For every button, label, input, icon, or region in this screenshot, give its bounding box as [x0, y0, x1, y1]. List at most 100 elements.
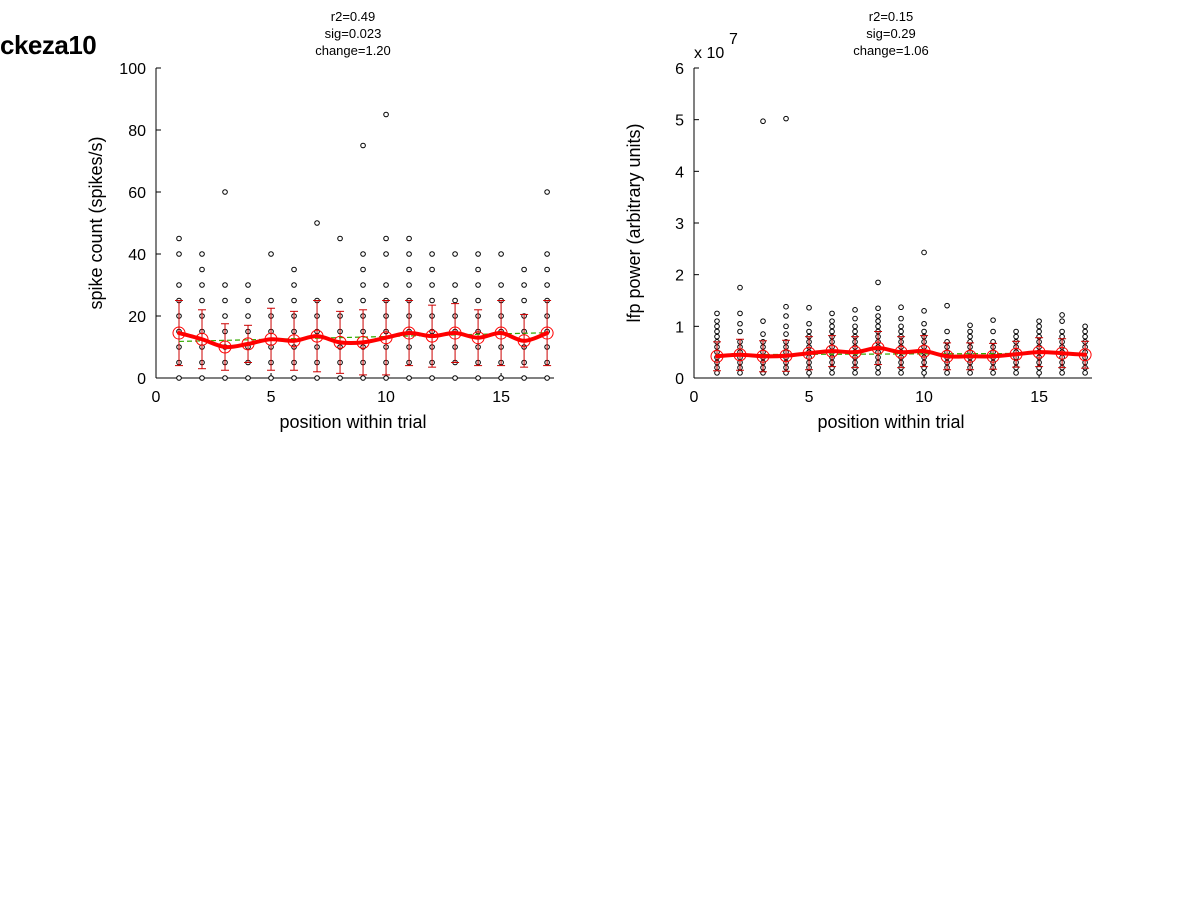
y-tick-label: 4 — [675, 164, 684, 181]
y-axis-label: spike count (spikes/s) — [86, 136, 106, 309]
data-point — [1036, 370, 1042, 376]
data-point — [852, 370, 858, 376]
data-point — [1059, 318, 1065, 324]
y-tick-label: 80 — [128, 123, 146, 140]
mean-marker — [1009, 347, 1023, 361]
data-point — [875, 279, 881, 286]
data-point — [475, 375, 481, 381]
data-point — [337, 235, 343, 242]
x-tick-label: 15 — [1030, 389, 1048, 406]
data-point — [176, 235, 182, 242]
data-point — [852, 328, 858, 335]
x-tick-label: 0 — [690, 389, 699, 406]
data-point — [921, 308, 927, 314]
mean-marker — [218, 340, 232, 354]
data-point — [544, 375, 550, 381]
mean-marker — [710, 349, 724, 363]
mean-marker — [402, 326, 416, 340]
data-point — [783, 331, 789, 337]
data-point — [199, 266, 205, 273]
data-point — [990, 370, 996, 376]
data-point — [452, 297, 458, 304]
data-point — [1082, 328, 1088, 335]
mean-marker — [1055, 346, 1069, 360]
y-tick-label: 0 — [137, 371, 146, 388]
data-point — [268, 297, 274, 304]
mean-marker — [540, 326, 554, 340]
y-tick-label: 100 — [119, 61, 146, 78]
data-point — [944, 302, 950, 309]
data-point — [521, 266, 527, 273]
data-point — [176, 251, 182, 257]
data-point — [1036, 328, 1042, 335]
data-point — [875, 370, 881, 376]
mean-marker — [733, 348, 747, 362]
data-point — [898, 304, 904, 311]
data-point — [806, 304, 812, 311]
data-point — [245, 313, 251, 319]
data-point — [360, 282, 366, 288]
data-point — [337, 297, 343, 304]
x-tick-label: 5 — [805, 389, 814, 406]
mean-marker — [963, 349, 977, 363]
data-point — [737, 370, 743, 376]
mean-marker — [848, 345, 862, 359]
data-point — [383, 111, 389, 118]
data-point — [898, 328, 904, 335]
data-point — [452, 375, 458, 381]
y-tick-label: 40 — [128, 247, 146, 264]
mean-marker — [494, 326, 508, 340]
mean-marker — [379, 331, 393, 345]
mean-marker — [310, 329, 324, 343]
data-point — [921, 370, 927, 376]
mean-marker — [1032, 345, 1046, 359]
data-point — [406, 251, 412, 257]
data-point — [383, 251, 389, 257]
data-point — [921, 320, 927, 327]
mean-marker — [287, 334, 301, 348]
data-point — [990, 328, 996, 335]
mean-marker — [471, 331, 485, 345]
mean-marker — [356, 335, 370, 349]
data-point — [1013, 328, 1019, 335]
lfp-power-panel: r2=0.15 sig=0.29 change=1.06 0 1 2 3 4 5 6 0 5 10 15 x… — [624, 9, 1092, 432]
y-tick-label: 2 — [675, 268, 684, 285]
mean-marker — [241, 337, 255, 351]
data-point — [291, 297, 297, 304]
data-point — [944, 370, 950, 376]
data-point — [475, 282, 481, 288]
data-point — [921, 328, 927, 335]
y-tick-label: 3 — [675, 216, 684, 233]
data-point — [829, 323, 835, 330]
data-point — [544, 251, 550, 257]
data-point — [406, 375, 412, 381]
data-point — [967, 322, 973, 329]
data-point — [714, 323, 720, 330]
data-point — [990, 317, 996, 323]
axis-exponent-power: 7 — [729, 31, 738, 48]
data-point — [406, 282, 412, 288]
y-tick-label: 20 — [128, 309, 146, 326]
stat-line: r2=0.15 — [869, 9, 913, 24]
data-point — [199, 282, 205, 288]
x-axis-label: position within trial — [817, 412, 964, 432]
data-point — [268, 375, 274, 381]
data-point — [245, 282, 251, 288]
data-point — [337, 375, 343, 381]
data-point — [429, 266, 435, 273]
data-point — [429, 297, 435, 304]
data-point — [222, 375, 228, 381]
mean-marker — [172, 326, 186, 340]
stat-line: change=1.06 — [853, 43, 929, 58]
figure-title: ckeza10 — [0, 30, 97, 60]
x-tick-label: 5 — [267, 389, 276, 406]
data-point — [360, 142, 366, 149]
data-point — [199, 297, 205, 304]
data-point — [475, 266, 481, 273]
data-point — [806, 320, 812, 327]
mean-marker — [940, 349, 954, 363]
data-point — [829, 310, 835, 317]
mean-curve — [177, 331, 550, 350]
data-point — [199, 375, 205, 381]
